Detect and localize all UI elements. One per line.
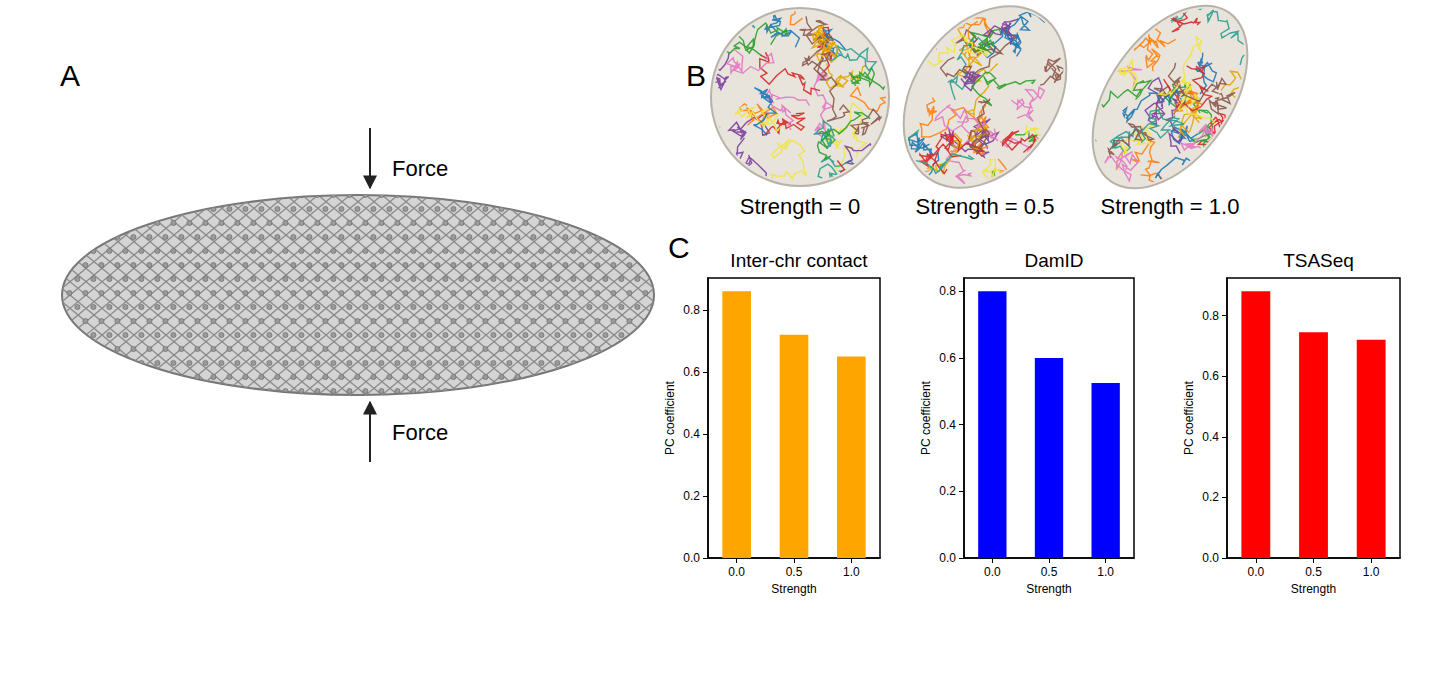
svg-text:0.2: 0.2 [683,489,700,503]
svg-text:1.0: 1.0 [843,565,860,579]
svg-text:0.0: 0.0 [939,551,956,565]
svg-text:0.4: 0.4 [939,418,956,432]
svg-text:0.8: 0.8 [1202,309,1219,323]
svg-text:PC coefficient: PC coefficient [1182,380,1196,454]
svg-text:0.2: 0.2 [1202,490,1219,504]
svg-text:TSASeq: TSASeq [1283,250,1354,271]
svg-text:0.4: 0.4 [683,427,700,441]
svg-text:C: C [668,231,690,264]
svg-text:Strength = 0: Strength = 0 [740,194,860,219]
svg-text:Force: Force [392,420,448,445]
svg-text:PC coefficient: PC coefficient [919,380,933,454]
svg-text:Strength: Strength [1291,582,1336,596]
svg-text:1.0: 1.0 [1097,565,1114,579]
svg-text:0.5: 0.5 [1305,565,1322,579]
svg-text:Strength = 1.0: Strength = 1.0 [1101,194,1240,219]
svg-text:Inter-chr contact: Inter-chr contact [730,250,868,271]
svg-text:0.0: 0.0 [1202,551,1219,565]
svg-text:0.0: 0.0 [984,565,1001,579]
svg-text:0.6: 0.6 [1202,369,1219,383]
svg-text:0.4: 0.4 [1202,430,1219,444]
svg-text:0.8: 0.8 [683,303,700,317]
svg-text:DamID: DamID [1024,250,1083,271]
svg-text:0.0: 0.0 [683,551,700,565]
svg-text:B: B [686,59,706,92]
svg-text:Force: Force [392,156,448,181]
svg-text:Strength: Strength [1026,582,1071,596]
svg-text:0.6: 0.6 [939,351,956,365]
svg-text:0.8: 0.8 [939,284,956,298]
svg-text:Strength = 0.5: Strength = 0.5 [916,194,1055,219]
svg-text:0.0: 0.0 [728,565,745,579]
svg-text:0.6: 0.6 [683,365,700,379]
svg-text:0.5: 0.5 [1041,565,1058,579]
svg-text:Strength: Strength [771,582,816,596]
svg-text:0.2: 0.2 [939,484,956,498]
svg-text:A: A [60,59,80,92]
svg-text:1.0: 1.0 [1363,565,1380,579]
svg-text:0.5: 0.5 [786,565,803,579]
svg-text:PC coefficient: PC coefficient [663,380,677,454]
svg-text:0.0: 0.0 [1247,565,1264,579]
